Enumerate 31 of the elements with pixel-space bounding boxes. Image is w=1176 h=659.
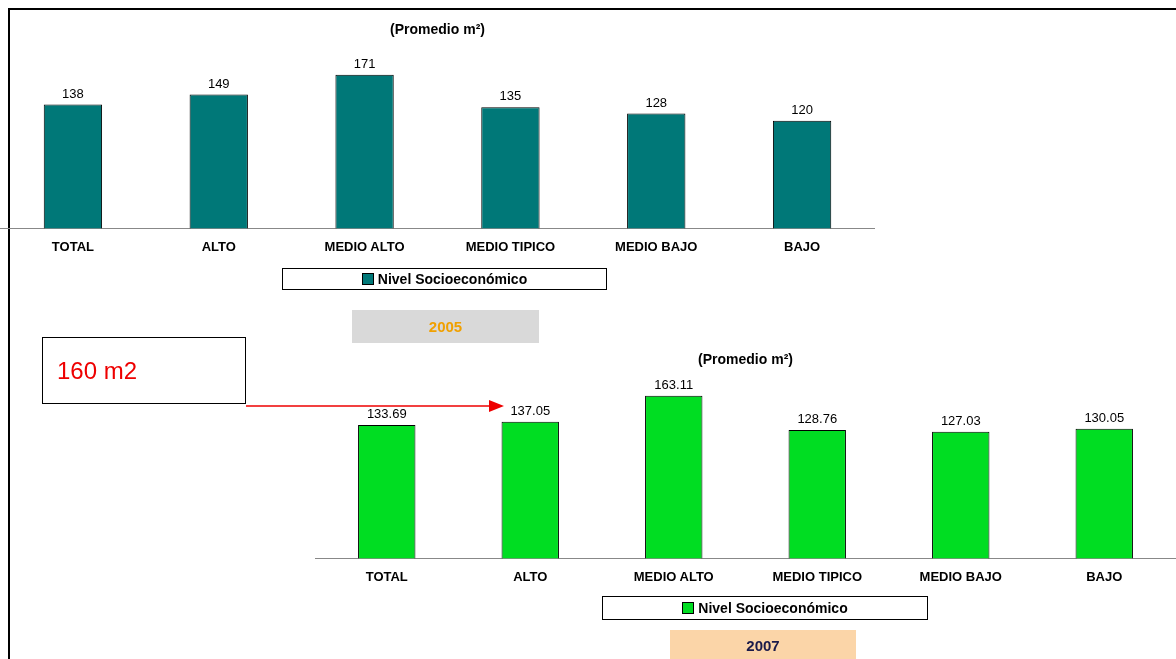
x-tick-label: BAJO [784,238,821,254]
data-label: 135 [499,88,522,104]
data-label: 120 [791,101,813,117]
data-label: 163.11 [654,376,694,392]
x-tick-label: MEDIO BAJO [615,238,698,254]
chart-title: (Promedio m²) [390,21,485,38]
x-tick-label: TOTAL [365,568,408,584]
x-tick-label: ALTO [513,568,548,584]
x-tick-label: MEDIO TIPICO [772,568,863,584]
x-tick-label: MEDIO BAJO [919,568,1002,584]
x-tick-label: MEDIO ALTO [324,238,405,254]
text: 2007 [670,630,856,659]
data-label: 137.05 [510,402,551,418]
data-label: 138 [62,85,84,101]
x-tick-label: ALTO [201,238,236,254]
chart-title: (Promedio m²) [698,351,793,368]
legend-label: Nivel Socioeconómico [377,271,528,287]
data-label: 128 [645,94,668,110]
data-label: 171 [353,55,376,71]
data-label: 149 [207,75,230,91]
x-tick-label: BAJO [1086,568,1123,584]
x-tick-label: MEDIO ALTO [633,568,714,584]
data-label: 130.05 [1084,409,1125,425]
x-tick-label: TOTAL [51,238,95,254]
text: 160 m2 [42,337,246,404]
data-label: 128.76 [797,411,838,426]
data-label: 127.03 [940,412,981,428]
legend-label: Nivel Socioeconómico [698,600,848,616]
x-tick-label: MEDIO TIPICO [465,238,556,254]
text: 2005 [352,310,539,343]
data-label: 133.69 [366,406,407,422]
